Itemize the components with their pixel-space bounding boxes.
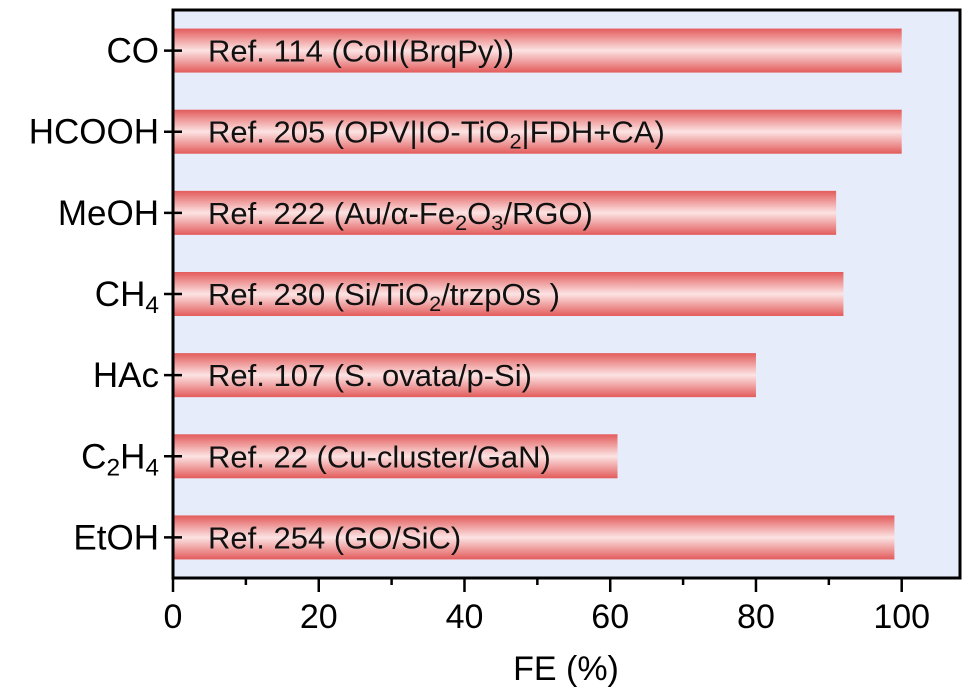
- x-tick-label: 0: [164, 598, 183, 636]
- bar: [173, 434, 618, 479]
- category-label: CO: [107, 32, 160, 71]
- bar: [173, 353, 756, 398]
- bar-data-label: Ref. 107 (S. ovata/p-Si): [208, 358, 532, 393]
- bar-data-label: Ref. 254 (GO/SiC): [208, 520, 461, 555]
- x-tick-label: 20: [300, 598, 338, 636]
- x-tick-label: 100: [873, 598, 930, 636]
- x-tick-label: 60: [591, 598, 629, 636]
- category-label: CH4: [95, 275, 159, 319]
- bar: [173, 28, 902, 73]
- bar: [173, 109, 902, 154]
- bar: [173, 272, 844, 316]
- bar-data-label: Ref. 22 (Cu-cluster/GaN): [208, 439, 551, 474]
- bar-data-label: Ref. 230 (Si/TiO2/trzpOs ): [208, 277, 560, 316]
- category-label: C2H4: [81, 437, 159, 481]
- x-tick-label: 80: [737, 598, 775, 636]
- category-label: HCOOH: [29, 113, 159, 152]
- bar: [173, 190, 837, 235]
- bar-labels-group: Ref. 114 (CoII(BrqPy)) Ref. 205 (OPV|IO-T…: [208, 34, 665, 556]
- x-axis-title: FE (%): [513, 650, 619, 688]
- category-label: MeOH: [58, 194, 159, 233]
- x-axis-tick-labels: 0 20 40 60 80 100: [164, 598, 931, 636]
- x-axis-ticks: [164, 49, 903, 592]
- bar-data-label: Ref. 222 (Au/α-Fe2O3/RGO): [208, 196, 593, 235]
- category-label: EtOH: [73, 518, 159, 557]
- category-label: HAc: [93, 356, 159, 395]
- bar-data-label: Ref. 205 (OPV|IO-TiO2|FDH+CA): [208, 115, 665, 154]
- bars-group: [173, 28, 902, 560]
- y-axis-category-labels: CO HCOOH MeOH CH4 HAc C2H4 EtOH: [29, 32, 159, 558]
- bar-data-label: Ref. 114 (CoII(BrqPy)): [208, 34, 514, 69]
- x-tick-label: 40: [446, 598, 484, 636]
- bar: [173, 515, 895, 560]
